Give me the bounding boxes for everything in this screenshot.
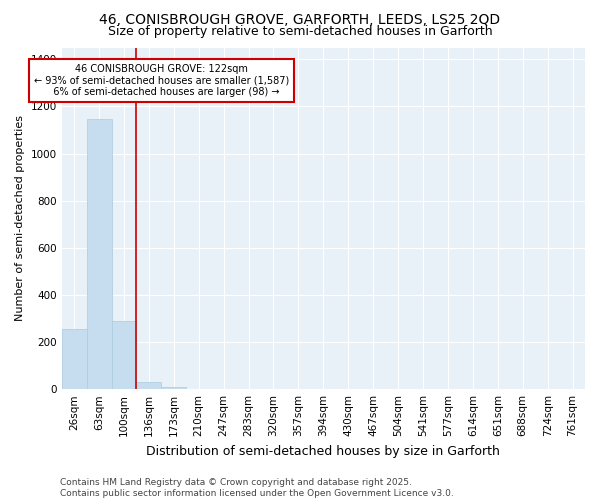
Text: Contains HM Land Registry data © Crown copyright and database right 2025.
Contai: Contains HM Land Registry data © Crown c… <box>60 478 454 498</box>
Bar <box>161 387 186 389</box>
Bar <box>112 321 136 389</box>
Bar <box>86 120 112 389</box>
Y-axis label: Number of semi-detached properties: Number of semi-detached properties <box>15 116 25 322</box>
Text: Size of property relative to semi-detached houses in Garforth: Size of property relative to semi-detach… <box>107 25 493 38</box>
Bar <box>62 329 86 389</box>
X-axis label: Distribution of semi-detached houses by size in Garforth: Distribution of semi-detached houses by … <box>146 444 500 458</box>
Bar <box>136 382 161 389</box>
Text: 46, CONISBROUGH GROVE, GARFORTH, LEEDS, LS25 2QD: 46, CONISBROUGH GROVE, GARFORTH, LEEDS, … <box>100 12 500 26</box>
Text: 46 CONISBROUGH GROVE: 122sqm
← 93% of semi-detached houses are smaller (1,587)
 : 46 CONISBROUGH GROVE: 122sqm ← 93% of se… <box>34 64 289 97</box>
